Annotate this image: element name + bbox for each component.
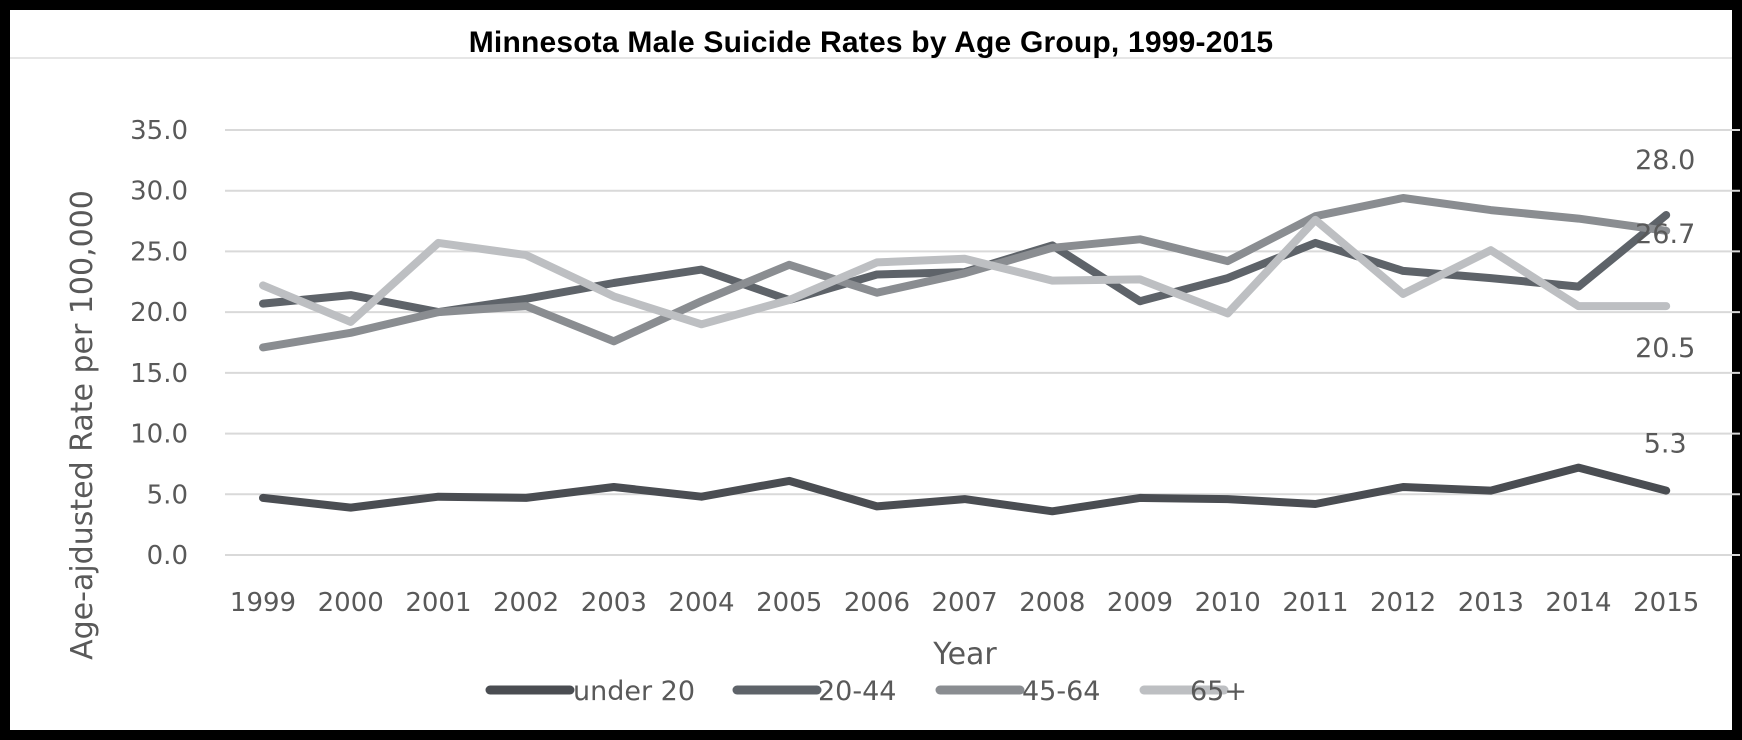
legend-item-0: under 20 (485, 676, 695, 707)
x-tick-label: 2007 (932, 588, 998, 618)
legend-item-1: 20-44 (732, 676, 896, 707)
data-labels: 5.3 28.0 26.7 20.5 (1635, 145, 1695, 460)
legend: under 20 20-44 45-64 65+ (485, 676, 1247, 707)
x-tick-label: 2000 (318, 588, 384, 618)
series-line-3 (259, 215, 1671, 329)
legend-item-2: 45-64 (935, 676, 1100, 707)
chart-title: Minnesota Male Suicide Rates by Age Grou… (468, 26, 1274, 59)
y-tick-label: 20.0 (130, 298, 188, 328)
x-tick-label: 2002 (493, 588, 559, 618)
data-label-2: 26.7 (1635, 219, 1695, 250)
axes: 0.0 5.0 10.0 15.0 20.0 25.0 30.0 35.0 1999 2000 20… (65, 116, 1699, 672)
y-tick-label: 25.0 (130, 237, 188, 267)
y-tick-label: 5.0 (147, 480, 188, 510)
x-tick-label: 2012 (1370, 588, 1436, 618)
x-tick-label: 2008 (1019, 588, 1085, 618)
y-tick-label: 30.0 (130, 177, 188, 207)
legend-label: 65+ (1190, 676, 1247, 707)
y-tick-label: 35.0 (130, 116, 188, 146)
x-tick-label: 2009 (1107, 588, 1173, 618)
x-tick-label: 2001 (405, 588, 471, 618)
x-tick-label: 1999 (230, 588, 296, 618)
x-tick-label: 2005 (756, 588, 822, 618)
data-label-1: 28.0 (1635, 145, 1695, 176)
x-tick-label: 2013 (1458, 588, 1524, 618)
data-label-0: 5.3 (1644, 429, 1687, 460)
legend-label: 20-44 (818, 676, 896, 707)
legend-label: under 20 (573, 676, 695, 707)
x-tick-label: 2006 (844, 588, 910, 618)
x-tick-label: 2015 (1633, 588, 1699, 618)
y-axis-title: Age-ajdusted Rate per 100,000 (65, 190, 100, 660)
title-divider (10, 57, 1732, 59)
legend-label: 45-64 (1022, 676, 1100, 707)
y-tick-label: 15.0 (130, 359, 188, 389)
data-label-3: 20.5 (1635, 333, 1695, 364)
x-tick-label: 2011 (1282, 588, 1348, 618)
x-tick-label: 2004 (668, 588, 734, 618)
gridlines (225, 129, 1740, 556)
y-tick-label: 10.0 (130, 420, 188, 450)
x-tick-label: 2014 (1545, 588, 1611, 618)
y-tick-label: 0.0 (147, 541, 188, 571)
legend-item-3: 65+ (1139, 676, 1247, 707)
x-tick-label: 2003 (581, 588, 647, 618)
series-line-0 (259, 463, 1671, 516)
x-axis-title: Year (932, 637, 997, 672)
series-lines (259, 194, 1671, 516)
series-line-2 (259, 194, 1671, 352)
x-tick-label: 2010 (1195, 588, 1261, 618)
